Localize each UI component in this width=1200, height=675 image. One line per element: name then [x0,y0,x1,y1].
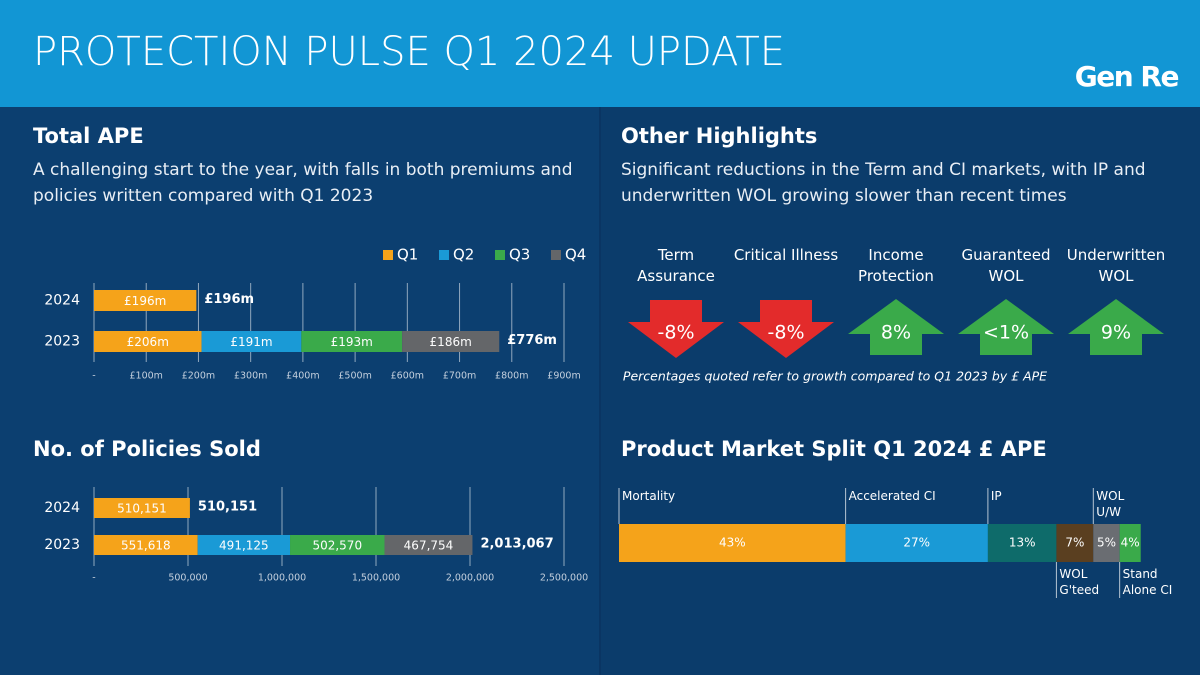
share-value-label: 7% [1065,536,1084,550]
bar-segment [301,331,403,352]
share-category-label: Stand Alone CI [1122,567,1173,597]
legend-label: Q3 [509,246,530,264]
bar-segment [94,535,198,555]
highlight-label: Term Assurance [637,246,715,285]
highlight-label: Underwritten WOL [1066,246,1166,285]
x-tick-label: 500,000 [168,573,207,584]
share-value-label: 13% [1009,536,1036,550]
growth-label: -8% [768,322,805,344]
legend-swatch [495,250,505,260]
x-tick-label: - [92,573,95,584]
share-segment [1119,524,1141,562]
total-label: 2,013,067 [480,537,553,552]
growth-arrow [848,299,944,355]
segment-label: £186m [430,335,472,349]
section-heading: Other Highlights [621,124,818,148]
x-tick-label: - [92,371,95,382]
x-tick-label: £400m [286,371,319,382]
legend-label: Q4 [565,246,586,264]
x-tick-label: £100m [130,371,163,382]
growth-label: <1% [983,322,1029,344]
section-heading: Product Market Split Q1 2024 £ APE [621,437,1047,461]
segment-label: £196m [124,294,166,308]
segment-label: 491,125 [219,539,269,553]
bar-segment [94,290,197,311]
legend-label: Q1 [397,246,418,264]
share-segment [1056,524,1094,562]
highlight-note: Percentages quoted refer to growth compa… [623,369,1047,384]
x-tick-label: £200m [182,371,215,382]
right-panel [600,107,1200,675]
segment-label: 551,618 [121,539,171,553]
segment-label: £193m [331,335,373,349]
bar-segment [197,535,291,555]
total-label: 510,151 [198,500,257,515]
x-tick-label: £600m [391,371,424,382]
growth-arrow [1068,299,1164,355]
share-category-label: WOL U/W [1096,489,1125,519]
bar-segment [290,535,385,555]
share-segment [1093,524,1120,562]
share-value-label: 27% [903,536,930,550]
category-label: 2024 [44,293,80,309]
bar-segment [94,498,190,518]
x-tick-label: £300m [234,371,267,382]
segment-label: £206m [127,335,169,349]
category-label: 2023 [44,334,80,350]
bar-segment [94,331,202,352]
bar-segment [201,331,302,352]
bar-segment [402,331,500,352]
segment-label: £191m [230,335,272,349]
share-category-label: Mortality [622,489,676,503]
highlight-label: Guaranteed WOL [961,246,1051,285]
share-value-label: 5% [1097,536,1116,550]
share-category-label: Accelerated CI [848,489,936,503]
section-subtitle: A challenging start to the year, with fa… [33,160,573,206]
segment-label: 510,151 [117,502,167,516]
section-subtitle: Significant reductions in the Term and C… [621,160,1146,206]
growth-label: 9% [1101,322,1131,344]
legend-swatch [551,250,561,260]
x-tick-label: 1,500,000 [352,573,400,584]
growth-label: 8% [881,322,911,344]
share-category-label: IP [990,489,1002,503]
growth-arrow [628,300,724,358]
highlight-label: Critical Illness [733,246,839,264]
share-value-label: 4% [1121,536,1140,550]
header-band [0,0,1200,107]
x-tick-label: 1,000,000 [258,573,306,584]
total-label: £196m [204,292,254,307]
legend-swatch [383,250,393,260]
category-label: 2023 [44,537,80,553]
section-heading: No. of Policies Sold [33,437,261,461]
growth-arrow [958,299,1054,355]
share-category-label: WOL G'teed [1059,567,1100,597]
growth-arrow [738,300,834,358]
left-panel [0,107,600,675]
share-segment [619,524,846,562]
category-label: 2024 [44,500,80,516]
x-tick-label: £700m [443,371,476,382]
x-tick-label: 2,000,000 [446,573,494,584]
share-segment [845,524,988,562]
total-label: £776m [507,333,557,348]
share-value-label: 43% [719,536,746,550]
logo: Gen Re [1075,60,1179,93]
legend-swatch [439,250,449,260]
x-tick-label: £500m [338,371,371,382]
legend-label: Q2 [453,246,474,264]
section-heading: Total APE [33,124,144,148]
x-tick-label: £800m [495,371,528,382]
bar-segment [384,535,473,555]
segment-label: 502,570 [312,539,362,553]
page-title: PROTECTION PULSE Q1 2024 UPDATE [33,29,785,75]
share-segment [987,524,1057,562]
x-tick-label: £900m [547,371,580,382]
highlight-label: Income Protection [858,246,934,285]
segment-label: 467,754 [404,539,454,553]
x-tick-label: 2,500,000 [540,573,588,584]
growth-label: -8% [658,322,695,344]
